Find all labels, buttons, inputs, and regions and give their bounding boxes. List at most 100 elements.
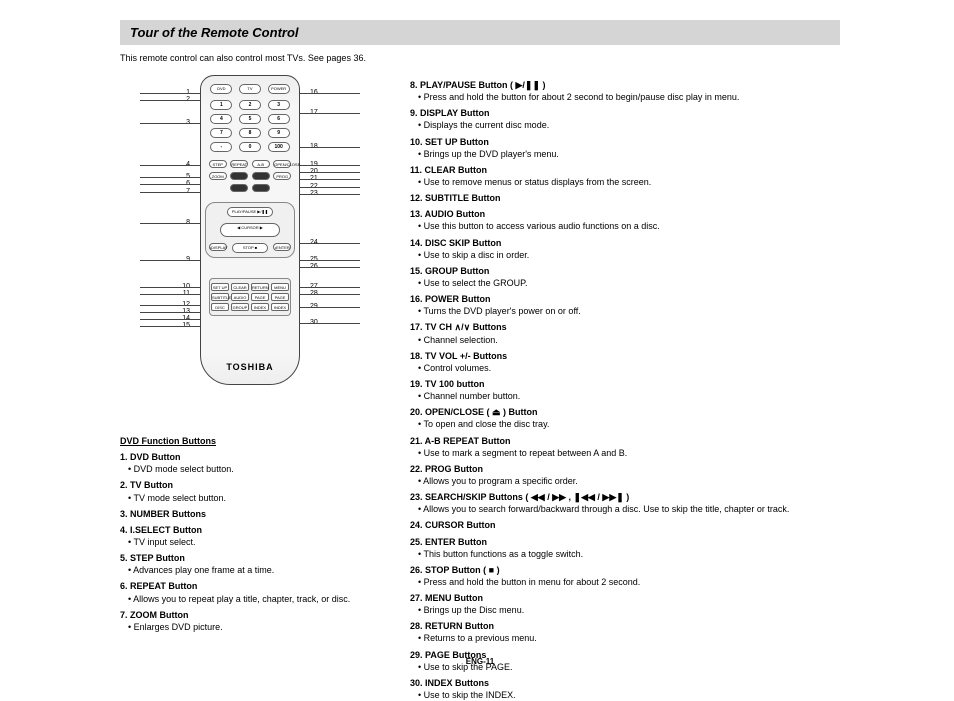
page-footer: ENG-11 — [120, 657, 840, 666]
list-item-title: 16. POWER Button — [410, 293, 840, 305]
page-prev-button[interactable]: PAGE — [251, 293, 269, 301]
list-item-title: 5. STEP Button — [120, 552, 380, 564]
audio-button[interactable]: AUDIO — [231, 293, 249, 301]
list-item-desc: • Brings up the DVD player's menu. — [418, 148, 840, 160]
list-item-title: 1. DVD Button — [120, 451, 380, 463]
num-8[interactable]: 8 — [239, 128, 261, 138]
remote-body: DVD TV POWER 1 2 3 4 5 6 — [200, 75, 300, 385]
list-item-desc: • Use to mark a segment to repeat betwee… — [418, 447, 840, 459]
list-item-desc: • Use to select the GROUP. — [418, 277, 840, 289]
play-pause-button[interactable]: PLAY/PAUSE ▶/❚❚ — [227, 207, 273, 217]
list-item-title: 3. NUMBER Buttons — [120, 508, 380, 520]
list-item-desc: • Enlarges DVD picture. — [128, 621, 380, 633]
list-item-title: 12. SUBTITLE Button — [410, 192, 840, 204]
left-column: DVD TV POWER 1 2 3 4 5 6 — [120, 75, 380, 701]
list-item-desc: • Channel number button. — [418, 390, 840, 402]
list-item-desc: • Use this button to access various audi… — [418, 220, 840, 232]
list-item-desc: • TV input select. — [128, 536, 380, 548]
list-item-title: 2. TV Button — [120, 479, 380, 491]
num-6[interactable]: 6 — [268, 114, 290, 124]
search-fwd-button[interactable] — [252, 172, 270, 180]
list-item-desc: • TV mode select button. — [128, 492, 380, 504]
list-item-title: 28. RETURN Button — [410, 620, 840, 632]
zoom-button[interactable]: ZOOM — [209, 172, 227, 180]
list-item-title: 21. A-B REPEAT Button — [410, 435, 840, 447]
setup-button[interactable]: SET UP — [211, 283, 229, 291]
step-button[interactable]: STEP — [209, 160, 227, 168]
list-item-title: 24. CURSOR Button — [410, 519, 840, 531]
list-item-title: 14. DISC SKIP Button — [410, 237, 840, 249]
list-item-title: 30. INDEX Buttons — [410, 677, 840, 689]
content-columns: DVD TV POWER 1 2 3 4 5 6 — [120, 75, 840, 701]
search-back-button[interactable] — [230, 172, 248, 180]
list-item-desc: • Allows you to program a specific order… — [418, 475, 840, 487]
list-item-desc: • DVD mode select button. — [128, 463, 380, 475]
num-2[interactable]: 2 — [239, 100, 261, 110]
index-next-button[interactable]: INDEX — [271, 303, 289, 311]
list-item-title: 9. DISPLAY Button — [410, 107, 840, 119]
num-9[interactable]: 9 — [268, 128, 290, 138]
manual-page: Tour of the Remote Control This remote c… — [120, 20, 840, 670]
discskip-button[interactable]: DISC — [211, 303, 229, 311]
list-item-title: 19. TV 100 button — [410, 378, 840, 390]
openclose-button[interactable]: OPEN/CLOSE — [273, 160, 291, 168]
right-column: 8. PLAY/PAUSE Button ( ▶/❚❚ )• Press and… — [410, 75, 840, 701]
list-item-desc: • Advances play one frame at a time. — [128, 564, 380, 576]
power-button[interactable]: POWER — [268, 84, 290, 94]
list-item-desc: • Allows you to search forward/backward … — [418, 503, 840, 515]
list-item-title: 27. MENU Button — [410, 592, 840, 604]
page-next-button[interactable]: PAGE — [271, 293, 289, 301]
dvd-button[interactable]: DVD — [210, 84, 232, 94]
num-dash[interactable]: - — [210, 142, 232, 152]
remote-figure: DVD TV POWER 1 2 3 4 5 6 — [120, 75, 380, 415]
list-item-title: 4. I.SELECT Button — [120, 524, 380, 536]
list-item-title: 17. TV CH ∧/∨ Buttons — [410, 321, 840, 333]
list-item-desc: • Returns to a previous menu. — [418, 632, 840, 644]
subtitle-button[interactable]: SUBTITLE — [211, 293, 229, 301]
list-item-desc: • To open and close the disc tray. — [418, 418, 840, 430]
clear-button[interactable]: CLEAR — [231, 283, 249, 291]
tv-button[interactable]: TV — [239, 84, 261, 94]
skip-fwd-button[interactable] — [252, 184, 270, 192]
display-button[interactable]: •DISPLAY — [209, 243, 227, 251]
cursor-button[interactable]: ◀ CURSOR ▶ — [220, 223, 280, 237]
num-100[interactable]: 100 — [268, 142, 290, 152]
ab-button[interactable]: A-B — [252, 160, 270, 168]
page-title: Tour of the Remote Control — [120, 20, 840, 45]
list-item-title: 7. ZOOM Button — [120, 609, 380, 621]
group-button[interactable]: GROUP — [231, 303, 249, 311]
list-item-title: 23. SEARCH/SKIP Buttons ( ◀◀ / ▶▶ , ❚◀◀ … — [410, 491, 840, 503]
repeat-button[interactable]: REPEAT — [230, 160, 248, 168]
list-item-desc: • Use to remove menus or status displays… — [418, 176, 840, 188]
skip-back-button[interactable] — [230, 184, 248, 192]
list-item-desc: • This button functions as a toggle swit… — [418, 548, 840, 560]
list-item-title: 13. AUDIO Button — [410, 208, 840, 220]
list-item-title: 6. REPEAT Button — [120, 580, 380, 592]
left-list: DVD Function Buttons 1. DVD Button• DVD … — [120, 435, 380, 633]
list-item-title: 8. PLAY/PAUSE Button ( ▶/❚❚ ) — [410, 79, 840, 91]
list-item-title: 25. ENTER Button — [410, 536, 840, 548]
list-item-desc: • Displays the current disc mode. — [418, 119, 840, 131]
num-7[interactable]: 7 — [210, 128, 232, 138]
stop-button[interactable]: STOP ■ — [232, 243, 268, 253]
intro-text: This remote control can also control mos… — [120, 53, 840, 63]
list-item-desc: • Turns the DVD player's power on or off… — [418, 305, 840, 317]
num-1[interactable]: 1 — [210, 100, 232, 110]
list-item-desc: • Control volumes. — [418, 362, 840, 374]
list-item-title: 11. CLEAR Button — [410, 164, 840, 176]
index-prev-button[interactable]: INDEX — [251, 303, 269, 311]
menu-button[interactable]: MENU — [271, 283, 289, 291]
num-5[interactable]: 5 — [239, 114, 261, 124]
enter-button[interactable]: •ENTER — [273, 243, 291, 251]
right-list: 8. PLAY/PAUSE Button ( ▶/❚❚ )• Press and… — [410, 79, 840, 701]
num-3[interactable]: 3 — [268, 100, 290, 110]
list-item-desc: • Press and hold the button in menu for … — [418, 576, 840, 588]
list-item-title: 20. OPEN/CLOSE ( ⏏ ) Button — [410, 406, 840, 418]
list-item-desc: • Press and hold the button for about 2 … — [418, 91, 840, 103]
num-0[interactable]: 0 — [239, 142, 261, 152]
list-item-title: 22. PROG Button — [410, 463, 840, 475]
list-item-desc: • Allows you to repeat play a title, cha… — [128, 593, 380, 605]
prog-button[interactable]: PROG — [273, 172, 291, 180]
return-button[interactable]: RETURN — [251, 283, 269, 291]
num-4[interactable]: 4 — [210, 114, 232, 124]
